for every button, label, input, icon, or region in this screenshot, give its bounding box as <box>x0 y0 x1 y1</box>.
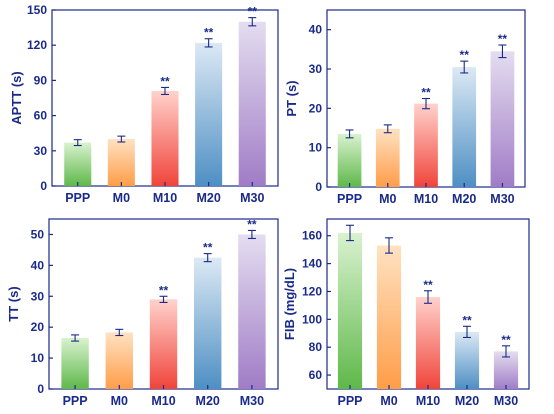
x-tick-label: M30 <box>494 394 518 408</box>
x-tick-label: M10 <box>416 394 440 408</box>
y-tick-label: 40 <box>31 258 45 272</box>
x-tick-label: M20 <box>196 394 220 408</box>
bar-m0 <box>107 139 135 186</box>
x-tick-label: PPP <box>65 191 90 205</box>
significance-marker: ** <box>423 278 433 292</box>
bar-m10 <box>414 103 438 187</box>
bar-ppp <box>61 338 89 389</box>
x-tick-label: M0 <box>113 191 130 205</box>
significance-marker: ** <box>204 26 214 40</box>
significance-marker: ** <box>247 217 257 231</box>
x-tick-label: M0 <box>379 192 396 206</box>
y-tick-label: 160 <box>302 229 322 243</box>
y-tick-label: 0 <box>315 180 322 194</box>
bar-m10 <box>151 90 179 186</box>
y-tick-label: 30 <box>31 289 45 303</box>
y-tick-label: 120 <box>27 38 47 52</box>
y-tick-label: 20 <box>31 320 45 334</box>
y-tick-label: 40 <box>309 23 323 37</box>
bar-m20 <box>454 331 480 389</box>
y-tick-label: 50 <box>31 227 45 241</box>
bar-m20 <box>452 67 477 187</box>
significance-marker: ** <box>501 333 511 347</box>
y-tick-label: 60 <box>309 368 323 382</box>
significance-marker: ** <box>462 313 472 327</box>
y-tick-label: 90 <box>34 73 48 87</box>
panel-tt: 0 10 20 30 40 50 TT (s) PPP M0 ** M10 ** M20 ** M30 <box>6 217 279 408</box>
x-tick-label: M20 <box>196 191 220 205</box>
significance-marker: ** <box>160 74 170 88</box>
y-tick-label: 140 <box>302 257 322 271</box>
x-tick-label: M30 <box>490 192 514 206</box>
y-tick-label: 30 <box>309 62 323 76</box>
significance-marker: ** <box>460 48 470 62</box>
bar-ppp <box>337 232 363 389</box>
significance-marker: ** <box>498 32 508 46</box>
significance-marker: ** <box>203 241 213 255</box>
y-tick-label: 0 <box>37 382 44 396</box>
bar-ppp <box>64 142 92 186</box>
y-tick-label: 60 <box>34 109 48 123</box>
x-tick-label: M20 <box>452 192 476 206</box>
bar-m0 <box>376 245 402 389</box>
significance-marker: ** <box>159 283 169 297</box>
x-tick-label: PPP <box>337 394 362 408</box>
y-tick-label: 30 <box>34 144 48 158</box>
x-tick-label: M20 <box>455 394 479 408</box>
x-tick-label: M30 <box>240 191 264 205</box>
y-axis-title: PT (s) <box>284 80 299 116</box>
panel-fib: 60 80 100 120 140 160 FIB (mg/dL) PPP M0 ** M10 ** M… <box>282 218 530 408</box>
bar-ppp <box>337 133 362 187</box>
y-tick-label: 150 <box>27 3 47 17</box>
bar-m0 <box>105 332 133 389</box>
x-tick-label: M30 <box>240 394 264 408</box>
y-axis-title: APTT (s) <box>9 71 24 124</box>
x-tick-label: M0 <box>111 394 128 408</box>
y-axis-title: TT (s) <box>6 286 21 321</box>
x-tick-label: PPP <box>337 192 362 206</box>
y-tick-label: 20 <box>309 101 323 115</box>
x-tick-label: M0 <box>380 394 397 408</box>
y-tick-label: 120 <box>302 284 322 298</box>
x-tick-label: PPP <box>63 394 88 408</box>
significance-marker: ** <box>248 5 258 19</box>
panel-pt: 0 10 20 30 40 PT (s) PPP M0 ** M10 ** M20 ** M30 <box>284 9 526 206</box>
bar-m20 <box>194 257 222 389</box>
bar-m30 <box>238 234 266 389</box>
panel-aptt: 0 30 60 90 120 150 APTT (s) PPP M0 ** M10 ** M20 ** M3… <box>9 3 279 205</box>
bar-m30 <box>490 51 515 187</box>
bar-m10 <box>415 297 441 389</box>
bar-m30 <box>493 351 519 389</box>
x-tick-label: M10 <box>414 192 438 206</box>
bar-m20 <box>195 42 223 186</box>
y-tick-label: 10 <box>31 351 45 365</box>
bar-m30 <box>238 21 266 186</box>
significance-marker: ** <box>421 86 431 100</box>
bar-m10 <box>149 299 178 389</box>
bar-m0 <box>375 128 400 187</box>
y-axis-title: FIB (mg/dL) <box>282 268 297 340</box>
y-tick-label: 100 <box>302 312 322 326</box>
x-tick-label: M10 <box>151 394 175 408</box>
y-tick-label: 0 <box>40 179 47 193</box>
y-tick-label: 80 <box>309 340 323 354</box>
y-tick-label: 10 <box>309 141 323 155</box>
x-tick-label: M10 <box>153 191 177 205</box>
